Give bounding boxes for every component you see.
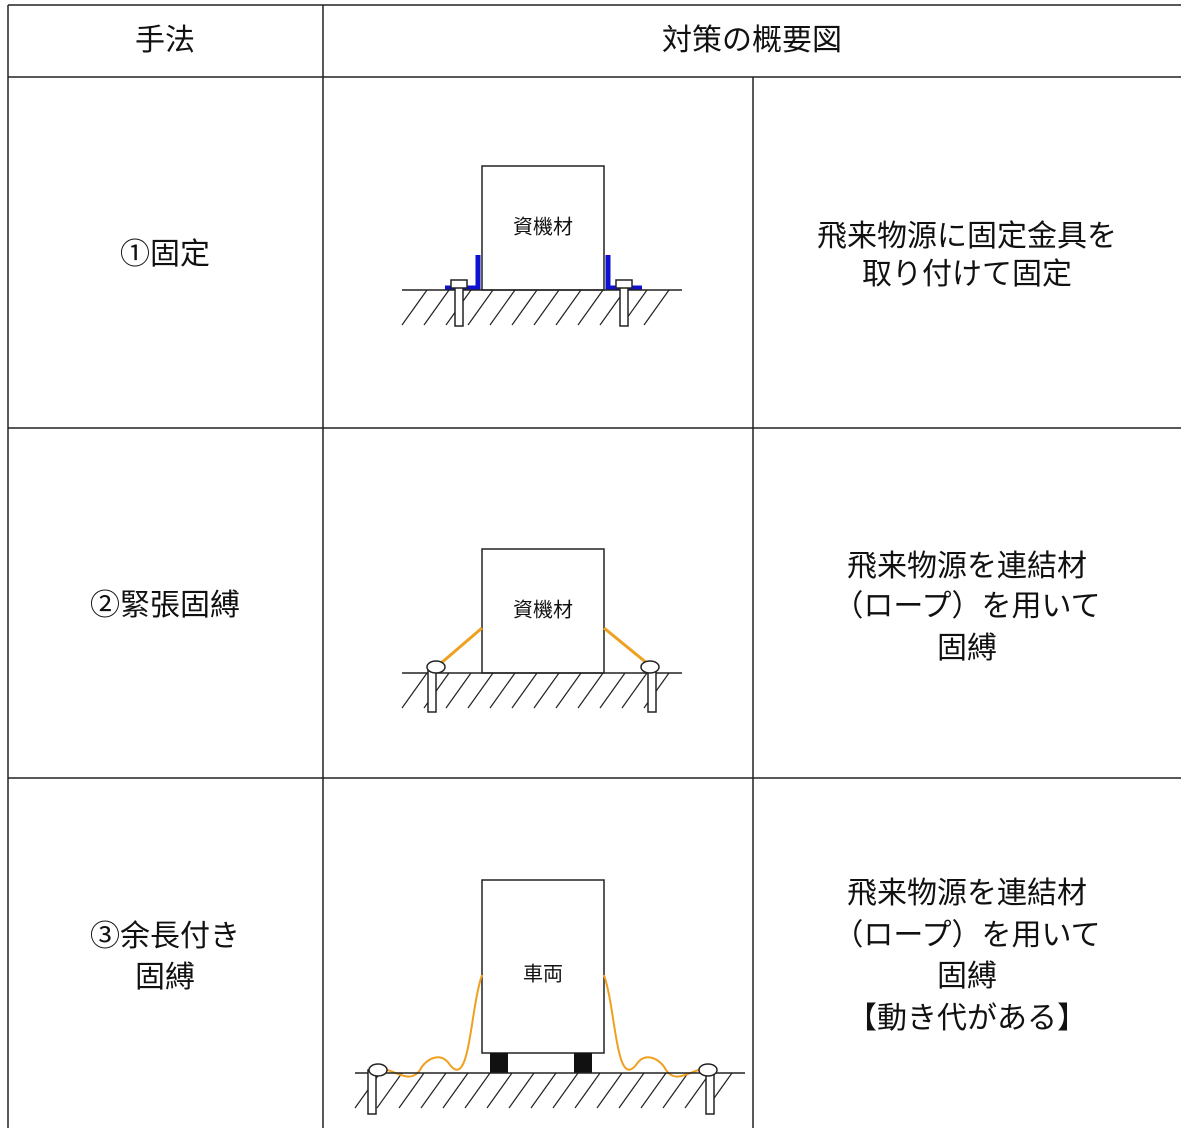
hatch [442,1072,469,1109]
hatch [401,289,428,326]
description: （ロープ）を用いて [833,589,1100,624]
hatch [533,289,560,326]
hatch [376,1072,403,1109]
hatch [662,1072,689,1109]
description: 取り付けて固定 [862,257,1072,292]
hatch [643,289,670,326]
method: ①固定 [120,237,210,272]
hatch [533,672,560,709]
hatch [398,1072,425,1109]
hatch [599,672,626,709]
description: 飛来物源を連結材 [847,549,1087,584]
description: 固縛 [937,631,997,666]
box [481,165,605,291]
bolt [619,285,629,327]
hatch [467,672,494,709]
rope [603,974,707,1078]
header-cell: 手法 [135,23,195,58]
bolt [367,1069,377,1115]
figure-label: 資機材 [513,598,573,622]
rope [379,974,483,1078]
bolt [450,279,468,289]
header-cell: 対策の概要図 [662,23,842,58]
wheel [490,1053,508,1073]
hatch [555,672,582,709]
method: ②緊張固縛 [90,588,240,623]
hatch [486,1072,513,1109]
diagram [402,548,682,713]
description: （ロープ）を用いて [833,918,1100,953]
figure-label: 資機材 [513,215,573,239]
bolt [640,660,660,674]
hatch [401,672,428,709]
hatch [618,1072,645,1109]
bolt [647,667,657,713]
hatch [577,672,604,709]
figure-label: 車両 [523,962,563,986]
hatch [489,672,516,709]
hatch [530,1072,557,1109]
hatch [467,289,494,326]
bolt [368,1063,388,1077]
wheel [574,1053,592,1073]
bolt [698,1063,718,1077]
method: ③余長付き [90,919,240,954]
bolt [615,279,633,289]
hatch [621,672,648,709]
hatch [596,1072,623,1109]
box [481,548,605,674]
hatch [552,1072,579,1109]
hatch [445,672,472,709]
hatch [511,289,538,326]
hatch [574,1072,601,1109]
box [481,879,605,1054]
description: 飛来物源に固定金具を [817,219,1117,254]
hatch [511,672,538,709]
hatch [640,1072,667,1109]
bolt [426,660,446,674]
table-grid [7,4,1181,1128]
hatch [577,289,604,326]
hatch [508,1072,535,1109]
hatch [423,289,450,326]
rope [439,626,649,666]
hatch [420,1072,447,1109]
method: 固縛 [135,960,195,995]
diagram [355,879,745,1115]
diagram [402,165,682,327]
description: 飛来物源を連結材 [847,876,1087,911]
description: 【動き代がある】 [847,1001,1087,1036]
description: 固縛 [937,959,997,994]
hatch [464,1072,491,1109]
bolt [427,667,437,713]
hatch [489,289,516,326]
hatch [555,289,582,326]
bolt [454,285,464,327]
